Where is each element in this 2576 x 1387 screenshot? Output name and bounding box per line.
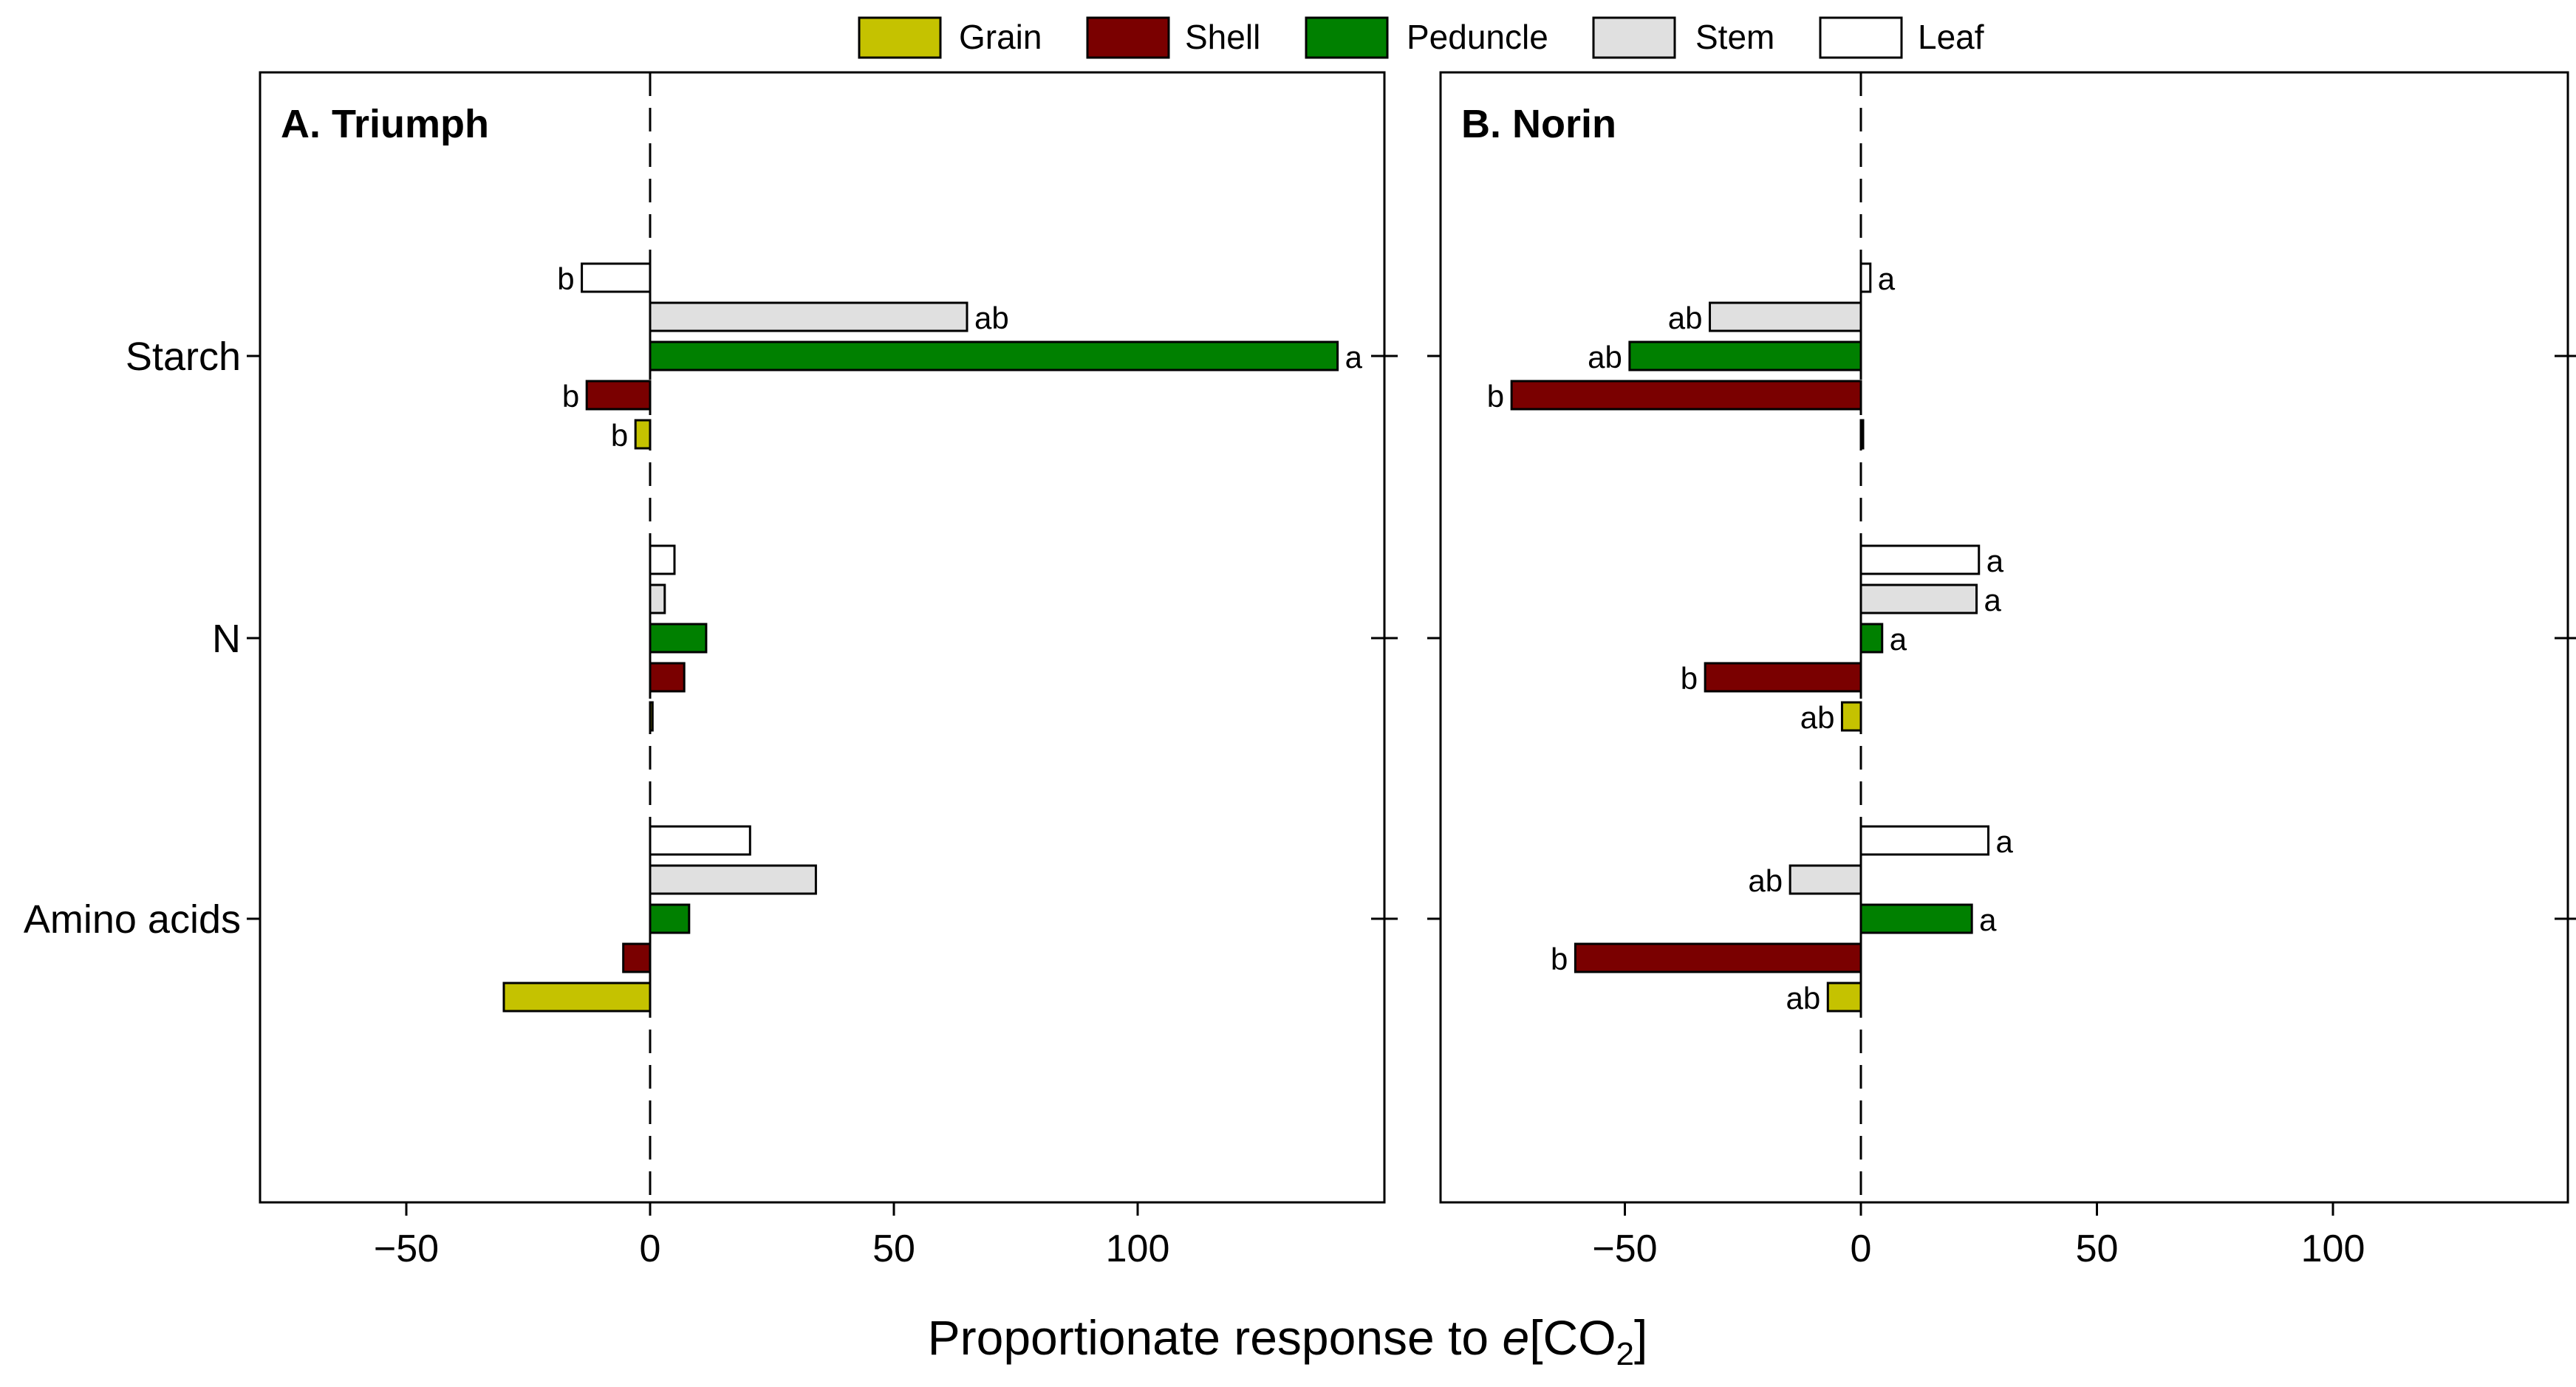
sig-label-b-2-leaf: a: [1996, 824, 2014, 859]
x-tick-label-a-2: 50: [872, 1227, 915, 1270]
bar-a-0-grain: [634, 419, 652, 450]
category-label-0: Starch: [126, 335, 241, 379]
bar-a-0-shell: [585, 380, 652, 411]
bar-a-2-grain: [502, 982, 652, 1013]
x-axis-label-subscript: 2: [1616, 1336, 1634, 1372]
bar-b-2-leaf: [1859, 825, 1990, 856]
sig-label-a-0-peduncle: a: [1345, 340, 1363, 374]
sig-label-b-0-shell: b: [1487, 379, 1504, 414]
x-tick-label-b-3: 100: [2301, 1227, 2365, 1270]
legend-label-shell: Shell: [1185, 18, 1260, 56]
x-tick-label-a-0: −50: [374, 1227, 439, 1270]
category-label-2: Amino acids: [24, 897, 241, 942]
bar-a-0-peduncle: [649, 340, 1339, 371]
sig-label-b-2-stem: ab: [1748, 863, 1783, 898]
sig-label-a-0-stem: ab: [974, 301, 1009, 335]
bar-a-1-peduncle: [649, 623, 708, 654]
sig-label-b-2-shell: b: [1551, 942, 1568, 976]
bar-a-1-stem: [649, 583, 666, 614]
legend-label-grain: Grain: [959, 18, 1042, 56]
sig-label-a-0-shell: b: [562, 379, 579, 414]
bar-b-2-shell: [1574, 942, 1862, 973]
legend-label-leaf: Leaf: [1918, 18, 1984, 56]
x-tick-label-a-1: 0: [640, 1227, 661, 1270]
sig-label-b-0-stem: ab: [1668, 301, 1703, 335]
legend-item-peduncle[interactable]: Peduncle: [1305, 16, 1548, 59]
legend-label-stem: Stem: [1695, 18, 1774, 56]
bar-a-2-leaf: [649, 825, 751, 856]
legend-label-peduncle: Peduncle: [1407, 18, 1548, 56]
sig-label-b-1-shell: b: [1681, 661, 1698, 696]
legend-swatch-leaf: [1819, 16, 1903, 59]
panel-title-a: A. Triumph: [281, 102, 489, 146]
x-axis-label-bracket-close: ]: [1634, 1310, 1647, 1365]
sig-label-b-1-stem: a: [1984, 583, 2002, 617]
bar-b-0-leaf: [1859, 262, 1872, 293]
sig-label-b-0-leaf: a: [1878, 261, 1896, 296]
legend-item-leaf[interactable]: Leaf: [1819, 16, 1984, 59]
bar-b-1-shell: [1704, 662, 1862, 693]
legend-item-grain[interactable]: Grain: [858, 16, 1042, 59]
sig-label-b-2-grain: ab: [1786, 981, 1821, 1016]
legend: Grain Shell Peduncle Stem Leaf: [858, 16, 1984, 59]
x-axis-label-bracket-open: [CO: [1529, 1310, 1616, 1365]
x-tick-label-a-3: 100: [1106, 1227, 1170, 1270]
bar-a-2-stem: [649, 864, 817, 895]
panel-frame-a: [259, 71, 1386, 1204]
bar-a-2-shell: [622, 942, 652, 973]
bar-b-2-stem: [1788, 864, 1862, 895]
bar-b-1-stem: [1859, 583, 1978, 614]
sig-label-b-1-leaf: a: [1986, 544, 2004, 578]
sig-label-b-0-peduncle: ab: [1588, 340, 1622, 374]
bar-b-0-stem: [1709, 301, 1862, 332]
bar-b-2-peduncle: [1859, 903, 1973, 934]
bar-a-1-leaf: [649, 544, 676, 575]
x-axis-label: Proportionate response to e[CO2]: [928, 1310, 1648, 1372]
bar-b-1-peduncle: [1859, 623, 1884, 654]
sig-label-b-1-peduncle: a: [1890, 622, 1907, 657]
bar-b-0-shell: [1510, 380, 1862, 411]
x-axis-label-prefix: Proportionate response to: [928, 1310, 1503, 1365]
sig-label-b-2-peduncle: a: [1979, 903, 1997, 937]
sig-label-a-0-leaf: b: [557, 261, 574, 296]
bar-b-2-grain: [1826, 982, 1862, 1013]
panel-title-b: B. Norin: [1461, 102, 1616, 146]
category-label-1: N: [212, 617, 241, 661]
bar-a-0-leaf: [581, 262, 652, 293]
legend-swatch-peduncle: [1305, 16, 1389, 59]
sig-label-a-0-grain: b: [611, 418, 628, 453]
sig-label-b-1-grain: ab: [1800, 700, 1835, 735]
bar-b-0-grain: [1859, 419, 1865, 450]
bar-a-2-peduncle: [649, 903, 691, 934]
legend-item-stem[interactable]: Stem: [1592, 16, 1774, 59]
bar-b-1-grain: [1840, 701, 1862, 732]
bar-a-0-stem: [649, 301, 968, 332]
bar-b-1-leaf: [1859, 544, 1981, 575]
bar-a-1-grain: [649, 701, 654, 732]
x-tick-label-b-1: 0: [1851, 1227, 1872, 1270]
x-tick-label-b-0: −50: [1592, 1227, 1657, 1270]
bar-b-0-peduncle: [1628, 340, 1862, 371]
bar-a-1-shell: [649, 662, 686, 693]
legend-swatch-stem: [1592, 16, 1676, 59]
legend-item-shell[interactable]: Shell: [1086, 16, 1260, 59]
x-axis-label-italic: e: [1502, 1310, 1529, 1365]
legend-swatch-shell: [1086, 16, 1170, 59]
legend-swatch-grain: [858, 16, 942, 59]
x-tick-label-b-2: 50: [2076, 1227, 2119, 1270]
panel-frame-b: [1439, 71, 2569, 1204]
